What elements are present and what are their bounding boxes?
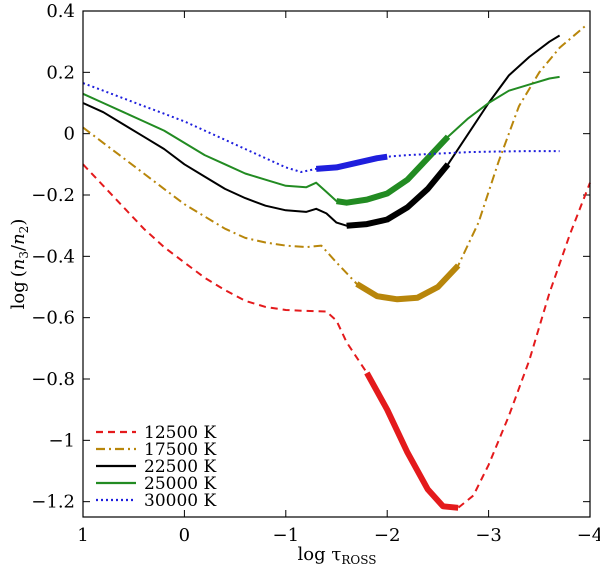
x-tick-label: −4 <box>577 525 600 546</box>
svg-text:log(n3/n2): log(n3/n2) <box>8 219 31 310</box>
series-thick-12500-k <box>364 371 459 511</box>
series-line-30000-k <box>82 82 560 173</box>
x-tick-label: 0 <box>179 525 190 546</box>
legend-label: 17500 K <box>144 440 216 460</box>
legend-label: 22500 K <box>144 457 216 477</box>
legend-label: 30000 K <box>144 491 216 511</box>
y-tick-label: −0.2 <box>31 185 75 206</box>
plot-frame <box>82 10 591 518</box>
legend-label: 12500 K <box>144 423 216 443</box>
series-thick-30000-k <box>315 153 388 172</box>
x-axis-label: log τROSS <box>298 544 377 567</box>
y-tick-label: 0 <box>64 124 75 145</box>
y-axis-label: log(n3/n2) <box>8 219 31 310</box>
y-tick-label: −0.4 <box>31 246 75 267</box>
y-tick-label: 0.2 <box>46 62 75 83</box>
series-thick-17500-k <box>355 263 461 303</box>
x-tick-label: 1 <box>77 525 88 546</box>
series-line-22500-k <box>82 34 561 227</box>
y-tick-label: −1.2 <box>31 492 75 513</box>
x-tick-label: −3 <box>475 525 502 546</box>
y-tick-label: −0.6 <box>31 308 75 329</box>
y-tick-label: −0.8 <box>31 369 75 390</box>
series-thick-25000-k <box>336 134 451 206</box>
series-thick-22500-k <box>346 162 451 229</box>
series-line-25000-k <box>82 75 560 204</box>
x-tick-label: −2 <box>374 525 401 546</box>
x-tick-label: −1 <box>273 525 300 546</box>
legend-label: 25000 K <box>144 474 216 494</box>
y-tick-label: −1 <box>48 430 75 451</box>
series-line-17500-k <box>82 25 586 301</box>
y-tick-label: 0.4 <box>46 1 75 22</box>
